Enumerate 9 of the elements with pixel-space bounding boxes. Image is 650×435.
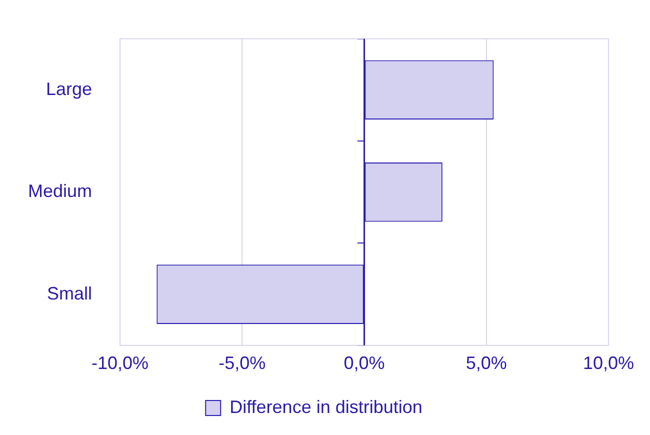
y-tick-label: Medium	[28, 181, 92, 202]
x-tick-label: -10,0%	[91, 353, 149, 374]
y-tick-label: Large	[46, 78, 92, 99]
x-tick-label: 5,0%	[466, 353, 507, 374]
x-tick-label: 10,0%	[582, 353, 634, 374]
x-tick-label: -5,0%	[218, 353, 266, 374]
y-tick-label: Small	[47, 283, 92, 304]
x-tick-label: 0,0%	[344, 353, 385, 374]
legend-label: Difference in distribution	[230, 396, 422, 417]
